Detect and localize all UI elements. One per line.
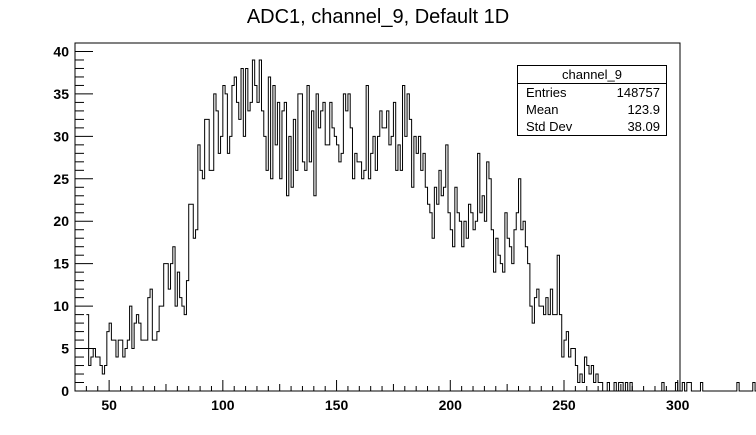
- y-tick-label: 30: [53, 128, 69, 144]
- stats-row-mean: Mean 123.9: [518, 101, 666, 118]
- stats-label: Mean: [526, 102, 559, 117]
- plot-frame: [74, 42, 681, 392]
- stats-label: Entries: [526, 85, 567, 100]
- x-tick-label: 100: [211, 397, 235, 413]
- axis-ticks: [75, 42, 679, 392]
- chart-title: ADC1, channel_9, Default 1D: [246, 6, 510, 28]
- y-tick-label: 15: [53, 256, 69, 272]
- axis-tick-labels: 50 100 150 200 250 300 0 5 10 15 20 25 30 35 40: [53, 43, 689, 413]
- x-tick-label: 300: [666, 397, 690, 413]
- y-tick-label: 5: [61, 341, 69, 357]
- y-tick-label: 40: [53, 43, 69, 59]
- plot-frame-rect: [74, 42, 681, 392]
- y-tick-label: 35: [53, 86, 69, 102]
- stats-row-entries: Entries 148757: [518, 84, 666, 101]
- y-tick-label: 20: [53, 213, 69, 229]
- stats-box: channel_9 Entries 148757 Mean 123.9 Std …: [517, 65, 667, 136]
- y-tick-label: 0: [61, 383, 69, 399]
- stats-value: 38.09: [627, 119, 660, 134]
- stats-value: 148757: [616, 85, 660, 100]
- stats-title: channel_9: [518, 66, 666, 84]
- y-tick-label: 10: [53, 298, 69, 314]
- stats-value: 123.9: [627, 102, 660, 117]
- stats-label: Std Dev: [526, 119, 573, 134]
- histogram-outline: [86, 59, 756, 392]
- x-tick-label: 250: [552, 397, 576, 413]
- x-tick-label: 50: [101, 397, 117, 413]
- stats-row-stddev: Std Dev 38.09: [518, 118, 666, 135]
- y-tick-label: 25: [53, 171, 69, 187]
- x-tick-label: 150: [325, 397, 349, 413]
- x-tick-label: 200: [439, 397, 463, 413]
